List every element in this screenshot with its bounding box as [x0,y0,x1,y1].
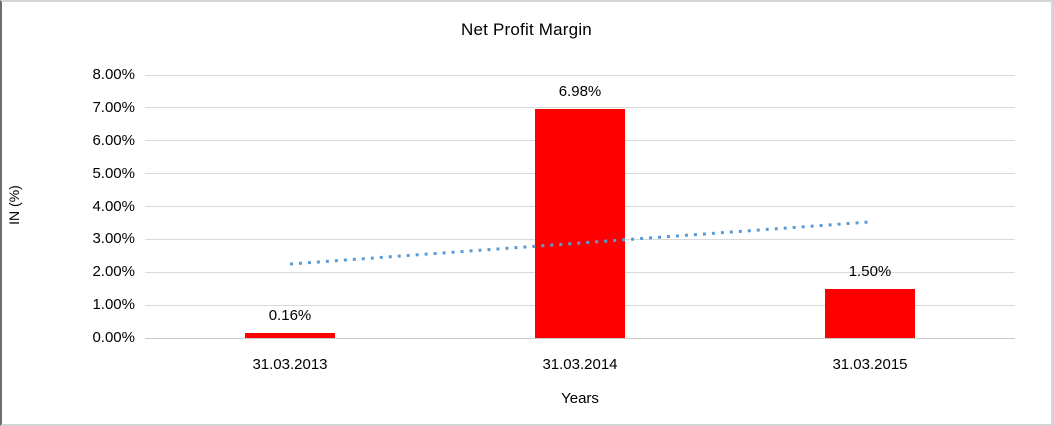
x-tick-label: 31.03.2014 [542,356,618,373]
gridline [145,74,1015,76]
y-tick-label: 0.00% [92,329,135,346]
y-tick-label: 3.00% [92,230,135,248]
plot-area: 0.16% 6.98% 1.50% [145,74,1015,339]
data-label: 6.98% [558,82,602,100]
y-tick-label: 7.00% [92,98,135,116]
y-tick-label: 8.00% [92,66,135,83]
y-tick-label: 6.00% [92,131,135,149]
y-tick-label: 4.00% [92,197,135,215]
y-tick-label: 2.00% [92,263,135,281]
bar-31.03.2014 [535,108,625,338]
trendline [289,220,871,266]
chart-title: Net Profit Margin [461,20,592,39]
y-tick-label: 1.00% [92,296,135,314]
gridline [145,107,1015,109]
x-tick-label: 31.03.2015 [832,356,908,373]
gridline [145,337,1015,339]
x-axis-title: Years [561,390,599,407]
x-tick-label: 31.03.2013 [252,356,328,373]
y-tick-label: 5.00% [92,164,135,182]
bar-31.03.2013 [245,332,335,338]
data-label: 1.50% [848,262,892,280]
bar-31.03.2015 [825,288,915,338]
data-label: 0.16% [268,306,312,324]
